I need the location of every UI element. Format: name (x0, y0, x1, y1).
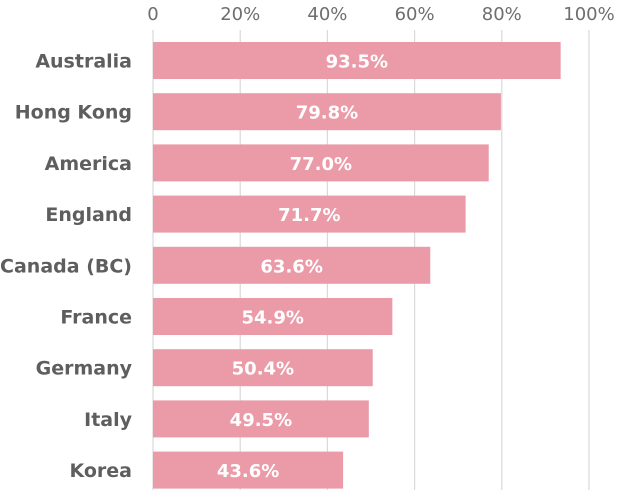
category-label: Germany (36, 358, 133, 380)
data-label: 49.5% (230, 410, 292, 431)
bar (153, 246, 431, 284)
bar (153, 451, 344, 489)
data-label: 71.7% (278, 205, 340, 226)
x-tick-label: 20% (220, 4, 260, 25)
bar (153, 195, 466, 233)
bars (153, 42, 561, 489)
bar (153, 298, 393, 335)
x-tick-label: 0 (147, 4, 158, 25)
category-label: England (45, 204, 132, 226)
x-tick-label: 40% (307, 4, 347, 25)
bar (153, 400, 369, 438)
x-tick-label: 60% (395, 4, 435, 25)
data-label: 54.9% (241, 308, 303, 329)
category-label: Korea (69, 460, 132, 482)
data-label: 43.6% (217, 461, 279, 482)
bar (153, 42, 561, 79)
category-label: Hong Kong (15, 102, 132, 124)
category-label: Canada (BC) (0, 255, 132, 277)
x-tick-label: 80% (482, 4, 522, 25)
category-labels: Australia Hong Kong America England Canada (… (0, 51, 133, 483)
category-label: America (45, 153, 132, 175)
data-label: 93.5% (326, 52, 388, 73)
category-label: Australia (35, 51, 132, 73)
category-label: Italy (84, 409, 132, 431)
bar (153, 144, 489, 182)
bar (153, 93, 501, 131)
data-label: 50.4% (232, 359, 294, 380)
data-label: 77.0% (290, 154, 352, 175)
x-axis-ticks: 0 20% 40% 60% 80% 100% (147, 4, 614, 25)
data-labels: 93.5% 79.8% 77.0% 71.7% 63.6% 54.9% 50.4% 49.5%… (217, 52, 388, 483)
x-tick-label: 100% (563, 4, 614, 25)
category-label: France (60, 307, 132, 329)
data-label: 79.8% (296, 103, 358, 124)
data-label: 63.6% (260, 256, 322, 277)
bar (153, 349, 373, 387)
